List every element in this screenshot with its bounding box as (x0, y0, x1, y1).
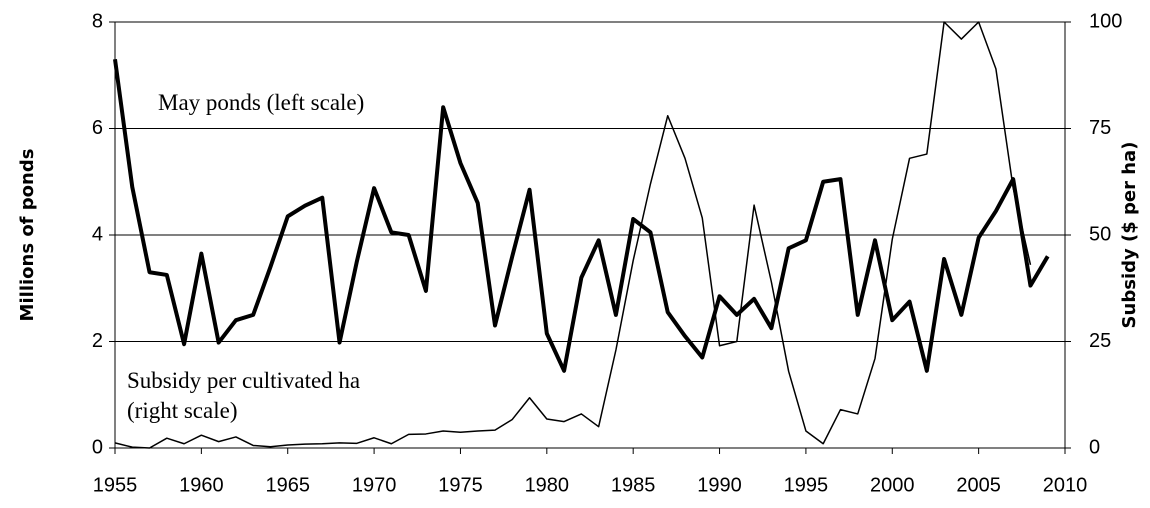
x-tick-label: 1975 (438, 474, 483, 496)
y2-tick-label: 100 (1089, 10, 1122, 32)
y2-axis-label: Subsidy ($ per ha) (1119, 142, 1140, 329)
x-tick-label: 1985 (611, 474, 656, 496)
x-tick-label: 1960 (179, 474, 224, 496)
x-tick-label: 1990 (697, 474, 742, 496)
x-tick-label: 1955 (93, 474, 138, 496)
y-tick-label: 2 (92, 330, 103, 352)
y-axis-label: Millions of ponds (17, 149, 38, 322)
y2-tick-label: 25 (1089, 330, 1111, 352)
y-tick-label: 8 (92, 10, 103, 32)
y2-tick-label: 50 (1089, 223, 1111, 245)
y2-tick-label: 0 (1089, 436, 1100, 458)
series-line (113, 59, 1050, 373)
y2-tick-label: 75 (1089, 117, 1111, 139)
x-tick-label: 1970 (352, 474, 397, 496)
x-tick-label: 2005 (956, 474, 1001, 496)
series-annotation: Subsidy per cultivated ha (right scale) (127, 368, 361, 423)
x-tick-label: 1965 (265, 474, 310, 496)
y-tick-label: 0 (92, 436, 103, 458)
x-tick-label: 1995 (784, 474, 829, 496)
y-tick-label: 6 (92, 117, 103, 139)
series-annotation: May ponds (left scale) (158, 90, 365, 115)
x-tick-label: 2000 (870, 474, 915, 496)
x-tick-label: 1980 (525, 474, 570, 496)
series-line (114, 21, 1032, 449)
y-tick-label: 4 (92, 223, 103, 245)
x-tick-label: 2010 (1043, 474, 1088, 496)
